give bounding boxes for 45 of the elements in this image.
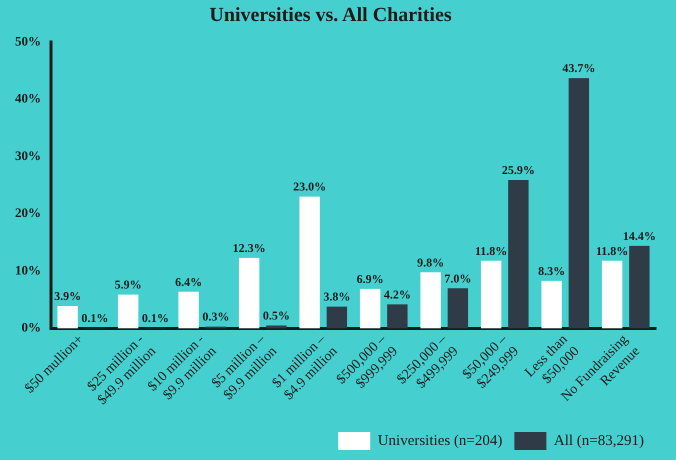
- data-label: 4.2%: [384, 287, 411, 302]
- y-tick-label: 20%: [15, 205, 41, 220]
- bar: [541, 280, 562, 328]
- y-tick-label: 30%: [15, 148, 41, 163]
- bar: [178, 292, 199, 328]
- data-label: 6.4%: [175, 274, 202, 289]
- data-label: 3.8%: [323, 290, 350, 304]
- bar: [57, 306, 78, 328]
- data-label: 5.9%: [114, 278, 142, 292]
- data-label: 12.3%: [232, 241, 266, 256]
- data-label: 8.3%: [538, 264, 566, 278]
- y-tick-label: 50%: [15, 33, 41, 48]
- bar: [568, 78, 590, 328]
- data-label: 0.1%: [142, 310, 169, 325]
- legend-label: All (n=83,291): [554, 432, 644, 449]
- bar: [360, 288, 380, 328]
- bar: [420, 272, 441, 328]
- bar: [629, 246, 650, 328]
- data-label: 0.5%: [262, 308, 290, 323]
- data-label: 3.9%: [54, 289, 82, 304]
- data-label: 43.7%: [562, 61, 596, 76]
- data-label: 14.4%: [622, 228, 656, 243]
- bar: [326, 306, 348, 328]
- bar: [118, 294, 138, 328]
- data-label: 23.0%: [293, 180, 326, 194]
- data-label: 0.3%: [202, 310, 230, 324]
- bar: [299, 196, 320, 328]
- bar: [602, 260, 622, 328]
- y-tick-label: 10%: [15, 262, 41, 278]
- bar: [480, 260, 502, 328]
- bar: [387, 304, 408, 328]
- data-label: 11.8%: [474, 244, 508, 258]
- data-label: 9.8%: [417, 255, 444, 270]
- y-tick-label: 40%: [15, 90, 41, 106]
- bar: [448, 288, 468, 328]
- y-tick-label: 0%: [22, 320, 41, 335]
- bar: [238, 258, 260, 328]
- bar: [508, 180, 529, 328]
- chart-title: Universities vs. All Charities: [209, 4, 452, 26]
- data-label: 7.0%: [444, 271, 472, 286]
- data-label: 11.8%: [596, 244, 628, 258]
- legend-label: Universities (n=204): [378, 432, 502, 449]
- data-label: 0.1%: [81, 310, 108, 325]
- data-label: 6.9%: [356, 272, 384, 286]
- data-label: 25.9%: [502, 163, 535, 178]
